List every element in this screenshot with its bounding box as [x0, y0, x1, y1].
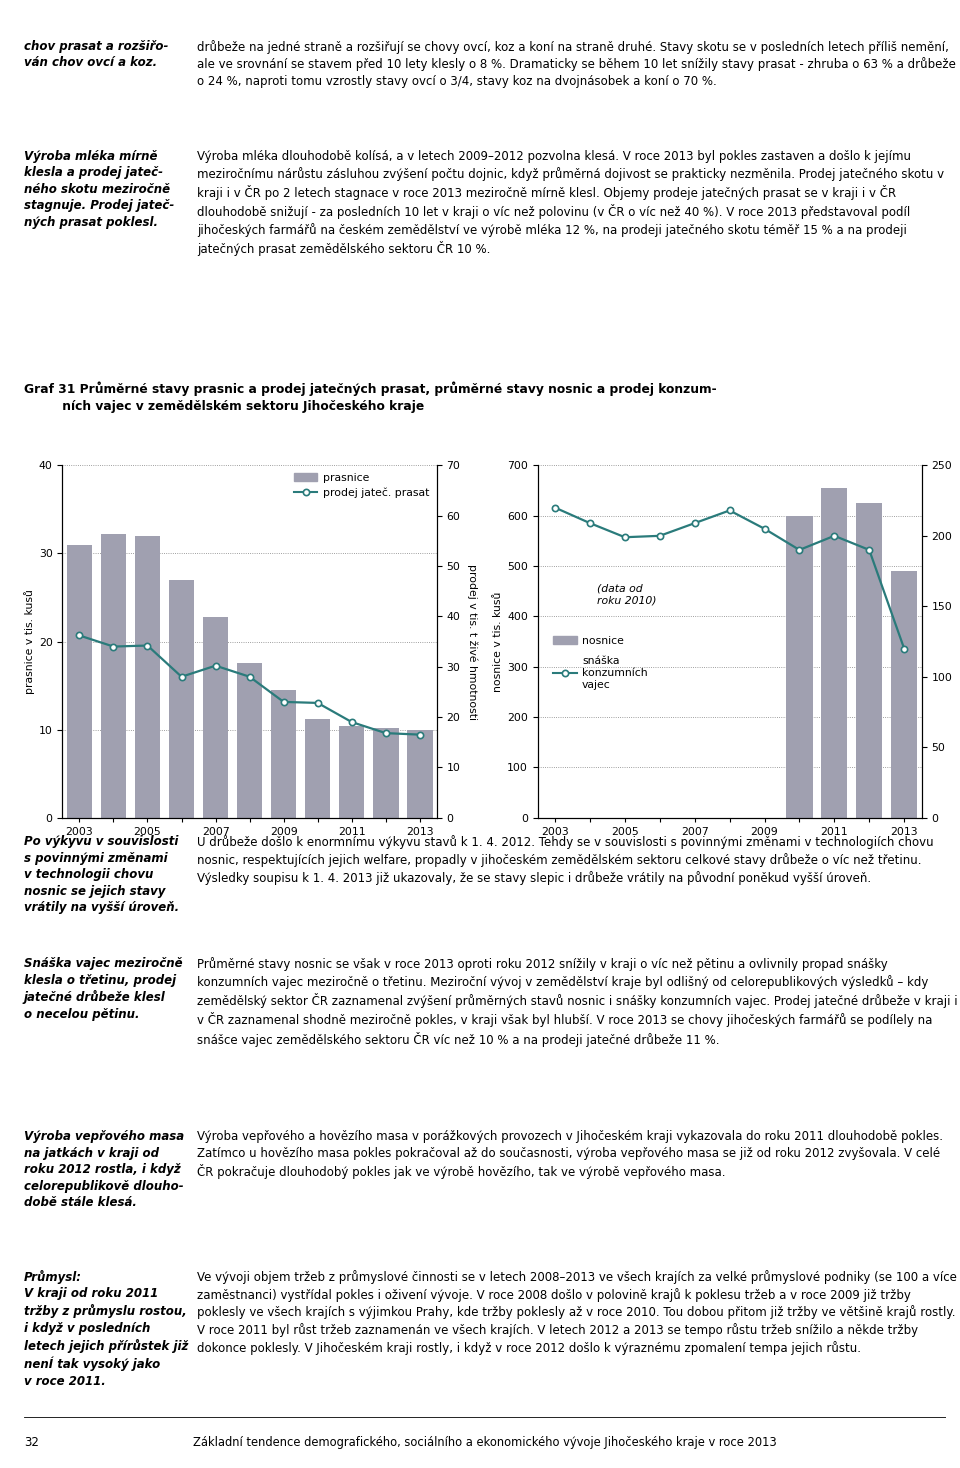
Legend: nosnice, snáška
konzumních
vajec: nosnice, snáška konzumních vajec: [551, 634, 650, 691]
Legend: prasnice, prodej jateč. prasat: prasnice, prodej jateč. prasat: [292, 471, 431, 501]
Text: chov prasat a rozšiřo-
ván chov ovcí a koz.: chov prasat a rozšiřo- ván chov ovcí a k…: [24, 40, 168, 69]
Y-axis label: prodej v tis. t živé hmotnosti: prodej v tis. t živé hmotnosti: [467, 564, 477, 719]
Bar: [373, 728, 398, 818]
Bar: [203, 617, 228, 818]
Bar: [821, 487, 848, 818]
Y-axis label: nosnice v tis. kusů: nosnice v tis. kusů: [492, 592, 503, 691]
Text: 32: 32: [24, 1436, 38, 1449]
Bar: [101, 534, 126, 818]
Text: Základní tendence demografického, sociálního a ekonomického vývoje Jihočeského k: Základní tendence demografického, sociál…: [193, 1436, 777, 1449]
Text: Snáška vajec meziročně
klesla o třetinu, prodej
jatečné drůbeže klesl
o necelou : Snáška vajec meziročně klesla o třetinu,…: [24, 957, 182, 1020]
Text: (data od
roku 2010): (data od roku 2010): [597, 583, 657, 606]
Bar: [339, 727, 365, 818]
Text: drůbeže na jedné straně a rozšiřují se chovy ovcí, koz a koní na straně druhé. S: drůbeže na jedné straně a rozšiřují se c…: [197, 40, 955, 88]
Text: Po výkyvu v souvislosti
s povinnými změnami
v technologii chovu
nosnic se jejich: Po výkyvu v souvislosti s povinnými změn…: [24, 835, 180, 915]
Y-axis label: prasnice v tis. kusů: prasnice v tis. kusů: [24, 589, 35, 694]
Bar: [305, 719, 330, 818]
Bar: [786, 515, 812, 818]
Text: Graf 31 Průměrné stavy prasnic a prodej jatečných prasat, průměrné stavy nosnic : Graf 31 Průměrné stavy prasnic a prodej …: [24, 382, 716, 414]
Bar: [169, 580, 194, 818]
Bar: [237, 662, 262, 818]
Text: U drůbeže došlo k enormnímu výkyvu stavů k 1. 4. 2012. Tehdy se v souvislosti s : U drůbeže došlo k enormnímu výkyvu stavů…: [197, 835, 933, 885]
Text: Výroba mléka mírně
klesla a prodej jateč-
ného skotu meziročně
stagnuje. Prodej : Výroba mléka mírně klesla a prodej jateč…: [24, 150, 175, 229]
Text: Výroba vepřového masa
na jatkách v kraji od
roku 2012 rostla, i když
celorepubli: Výroba vepřového masa na jatkách v kraji…: [24, 1130, 184, 1210]
Bar: [134, 536, 160, 818]
Text: Výroba mléka dlouhodobě kolísá, a v letech 2009–2012 pozvolna klesá. V roce 2013: Výroba mléka dlouhodobě kolísá, a v lete…: [197, 150, 944, 255]
Bar: [891, 571, 917, 818]
Text: Ve vývoji objem tržeb z průmyslové činnosti se v letech 2008–2013 ve všech krají: Ve vývoji objem tržeb z průmyslové činno…: [197, 1270, 957, 1355]
Text: Průmysl:
V kraji od roku 2011
tržby z průmyslu rostou,
i když v posledních
letec: Průmysl: V kraji od roku 2011 tržby z pr…: [24, 1270, 188, 1387]
Bar: [856, 504, 882, 818]
Bar: [271, 690, 297, 818]
Y-axis label: snáška v mil. ks: snáška v mil. ks: [959, 599, 960, 684]
Bar: [407, 730, 433, 818]
Text: Výroba vepřového a hovězího masa v porážkových provozech v Jihočeském kraji vyka: Výroba vepřového a hovězího masa v poráž…: [197, 1130, 943, 1179]
Text: Průměrné stavy nosnic se však v roce 2013 oproti roku 2012 snížily v kraji o víc: Průměrné stavy nosnic se však v roce 201…: [197, 957, 957, 1047]
Bar: [66, 545, 92, 818]
